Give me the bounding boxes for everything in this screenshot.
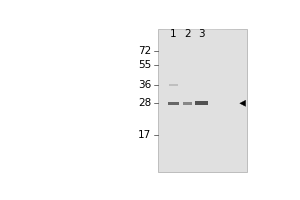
Bar [188,29,217,172]
Bar [193,29,212,172]
Bar [178,29,227,172]
Text: 2: 2 [184,29,191,39]
Text: 1: 1 [170,29,177,39]
Bar [183,102,192,105]
Text: 28: 28 [138,98,152,108]
Bar [195,101,208,105]
Bar [185,29,220,172]
Text: 17: 17 [138,130,152,140]
Bar [168,102,179,105]
Bar [169,84,178,86]
Bar [163,29,242,172]
Bar [173,29,232,172]
Bar [166,29,239,172]
Text: 55: 55 [138,60,152,70]
Bar [181,29,225,172]
Text: 3: 3 [198,29,205,39]
Bar [190,29,215,172]
Bar [183,29,222,172]
Polygon shape [240,100,246,106]
Bar [161,29,244,172]
Text: 72: 72 [138,46,152,56]
Bar [158,29,247,172]
Text: 36: 36 [138,80,152,90]
Bar [168,29,237,172]
Bar [176,29,230,172]
Bar [171,29,235,172]
Bar [158,29,247,172]
